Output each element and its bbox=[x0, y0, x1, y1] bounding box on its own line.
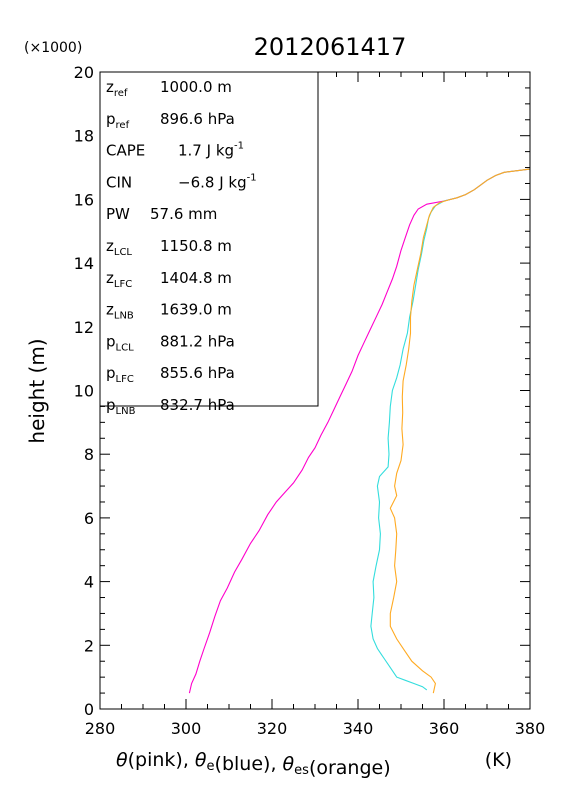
x-tick-label: 380 bbox=[515, 719, 546, 738]
x-tick-label: 300 bbox=[171, 719, 202, 738]
x-tick-label: 360 bbox=[429, 719, 460, 738]
parameter-label: PW bbox=[106, 205, 130, 223]
y-tick-label: 8 bbox=[84, 445, 94, 464]
y-tick-label: 20 bbox=[74, 63, 94, 82]
parameter-value: 881.2 hPa bbox=[160, 332, 235, 350]
y-tick-label: 14 bbox=[74, 254, 94, 273]
y-axis-label: height (m) bbox=[25, 338, 49, 443]
y-tick-label: 16 bbox=[74, 190, 94, 209]
y-tick-label: 18 bbox=[74, 127, 94, 146]
series-line-1 bbox=[370, 168, 531, 691]
parameter-label: pref bbox=[106, 110, 130, 131]
parameter-label: zref bbox=[106, 78, 128, 99]
parameter-box-frame bbox=[99, 71, 319, 407]
parameter-value: −6.8 J kg-1 bbox=[178, 172, 257, 191]
data-series bbox=[188, 168, 531, 694]
parameter-value: 896.6 hPa bbox=[160, 110, 235, 128]
x-axis-label: θ(pink), θe(blue), θes(orange) bbox=[116, 749, 391, 779]
parameter-value: 1150.8 m bbox=[160, 237, 232, 255]
parameter-label: CAPE bbox=[106, 142, 145, 160]
y-axis-multiplier: (×1000) bbox=[24, 40, 82, 56]
parameter-box: zref 1000.0 m pref 896.6 hPa CAPE 1.7 J kg-1 C… bbox=[99, 71, 319, 417]
y-tick-label: 10 bbox=[74, 382, 94, 401]
y-tick-label: 0 bbox=[84, 700, 94, 719]
parameter-value: 1000.0 m bbox=[160, 78, 232, 96]
y-tick-label: 12 bbox=[74, 318, 94, 337]
parameter-label: zLNB bbox=[106, 301, 134, 322]
parameter-label: pLCL bbox=[106, 332, 134, 353]
parameter-value: 1404.8 m bbox=[160, 269, 232, 287]
parameter-value: 832.7 hPa bbox=[160, 396, 235, 414]
x-tick-label: 280 bbox=[85, 719, 116, 738]
parameter-label: CIN bbox=[106, 173, 132, 191]
y-tick-label: 4 bbox=[84, 573, 94, 592]
series-line-2 bbox=[389, 168, 531, 694]
parameter-value: 1639.0 m bbox=[160, 301, 232, 319]
parameter-label: zLCL bbox=[106, 237, 132, 258]
x-tick-label: 320 bbox=[257, 719, 288, 738]
x-axis-unit: (K) bbox=[485, 749, 512, 771]
x-tick-label: 340 bbox=[343, 719, 374, 738]
y-tick-label: 2 bbox=[84, 636, 94, 655]
plot-frame bbox=[99, 71, 531, 710]
parameter-value: 1.7 J kg-1 bbox=[178, 141, 244, 160]
parameter-value: 57.6 mm bbox=[150, 205, 217, 223]
parameter-label: pLFC bbox=[106, 364, 134, 385]
parameter-label: zLFC bbox=[106, 269, 132, 290]
parameter-label: pLNB bbox=[106, 396, 136, 417]
parameter-value: 855.6 hPa bbox=[160, 364, 235, 382]
y-tick-label: 6 bbox=[84, 509, 94, 528]
chart-title: 2012061417 bbox=[254, 33, 407, 61]
